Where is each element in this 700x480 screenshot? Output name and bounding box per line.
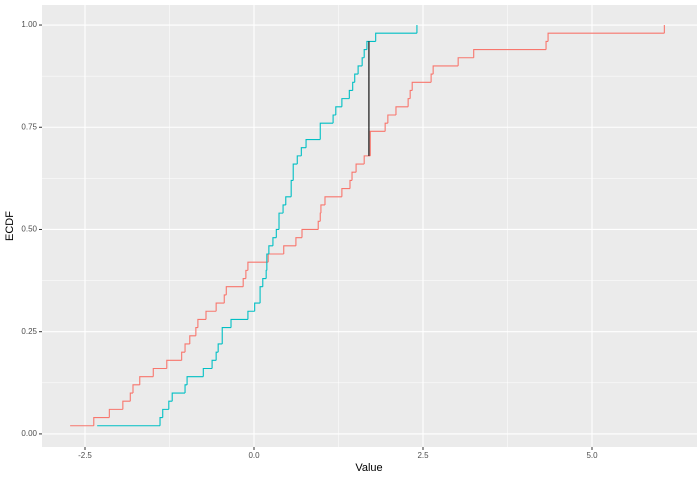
- ecdf-step: [354, 73, 359, 83]
- ecdf-step: [395, 106, 409, 115]
- ecdf-step: [159, 417, 163, 426]
- ecdf-step: [355, 163, 365, 173]
- x-axis-title: Value: [355, 462, 382, 474]
- ecdf-step: [341, 98, 350, 107]
- ecdf-step: [285, 196, 292, 205]
- ecdf-step: [290, 179, 294, 197]
- x-tick-label: 2.5: [417, 451, 429, 460]
- ecdf-step: [361, 57, 365, 66]
- ecdf-step: [320, 204, 325, 214]
- ecdf-step: [272, 237, 277, 246]
- ecdf-step: [407, 98, 411, 107]
- y-tick-label: 0.00: [21, 429, 37, 438]
- ecdf-step: [319, 122, 334, 140]
- ecdf-step: [184, 343, 190, 353]
- ecdf-step: [181, 351, 186, 361]
- ecdf-step: [195, 327, 198, 336]
- ecdf-step: [225, 286, 244, 295]
- ecdf-step: [168, 400, 173, 410]
- ecdf-step: [369, 130, 386, 156]
- ecdf-step: [211, 359, 217, 369]
- ecdf-step: [363, 155, 371, 165]
- ecdf-step: [473, 49, 547, 58]
- ecdf-step: [108, 408, 123, 418]
- ecdf-step: [305, 138, 321, 148]
- ecdf-step: [324, 196, 342, 205]
- x-tick-label: 0.0: [248, 451, 260, 460]
- ecdf-step: [317, 220, 321, 230]
- ecdf-step: [122, 400, 131, 410]
- ecdf-step: [202, 367, 213, 377]
- ecdf-step: [387, 114, 396, 124]
- ecdf-step: [139, 376, 154, 385]
- ecdf-step: [384, 122, 388, 132]
- ecdf-step: [197, 318, 207, 328]
- ecdf-step: [282, 204, 286, 214]
- ecdf-step: [357, 65, 363, 75]
- ecdf-step: [547, 32, 665, 42]
- ecdf-step: [348, 89, 353, 99]
- ecdf-step: [301, 228, 319, 238]
- x-tick-label: 5.0: [586, 451, 598, 460]
- ecdf-step: [259, 286, 263, 304]
- ecdf-step: [275, 228, 280, 238]
- ecdf-step: [411, 81, 432, 91]
- ecdf-step: [129, 392, 133, 402]
- ecdf-step: [352, 81, 355, 91]
- y-axis-title: ECDF: [4, 211, 16, 241]
- ecdf-step: [283, 245, 296, 255]
- ecdf-step: [166, 359, 182, 369]
- y-tick-label: 0.75: [21, 122, 37, 131]
- ecdf-step: [278, 212, 284, 230]
- ecdf-step: [545, 40, 549, 50]
- ecdf-step: [186, 376, 204, 385]
- ecdf-step: [245, 269, 248, 279]
- ecdf-step: [265, 269, 267, 279]
- ecdf-step: [335, 106, 342, 115]
- ecdf-step: [332, 114, 336, 124]
- ecdf-step: [254, 302, 261, 312]
- ecdf-step: [341, 188, 350, 197]
- ecdf-step: [215, 302, 225, 312]
- ecdf-step: [430, 73, 434, 83]
- ecdf-step: [292, 163, 298, 181]
- panel: [42, 5, 697, 447]
- ecdf-step: [247, 310, 255, 320]
- ecdf-step: [457, 57, 474, 66]
- ecdf-step: [184, 384, 188, 394]
- ecdf-step: [351, 171, 357, 181]
- ecdf-step: [132, 384, 140, 394]
- ecdf-step: [247, 261, 269, 271]
- y-tick-label: 0.25: [21, 327, 37, 336]
- ecdf-step: [93, 417, 110, 426]
- ecdf-step: [230, 318, 248, 328]
- ecdf-step: [162, 408, 169, 418]
- ecdf-step: [432, 65, 459, 75]
- ecdf-step: [296, 155, 302, 165]
- ecdf-step: [242, 277, 246, 287]
- ecdf-step: [171, 392, 186, 402]
- ecdf-step: [375, 32, 417, 42]
- ecdf-step: [268, 245, 273, 255]
- ecdf-step: [366, 40, 376, 50]
- ecdf-step: [217, 343, 223, 353]
- ecdf-step: [363, 49, 367, 58]
- ecdf-step: [205, 310, 217, 320]
- x-tick-label: -2.5: [78, 451, 92, 460]
- ecdf-step: [223, 294, 227, 304]
- ecdf-step: [189, 335, 196, 344]
- ecdf-step: [266, 253, 269, 271]
- ecdf-step: [152, 367, 167, 377]
- ecdf-step: [349, 179, 353, 189]
- ecdf-step: [221, 327, 232, 344]
- ecdf-step: [262, 277, 267, 287]
- ecdf-step: [295, 237, 302, 246]
- ecdf-step: [300, 147, 307, 156]
- ecdf-step: [215, 351, 219, 361]
- y-tick-label: 1.00: [21, 20, 37, 29]
- y-tick-label: 0.50: [21, 225, 37, 234]
- ecdf-step: [409, 89, 413, 99]
